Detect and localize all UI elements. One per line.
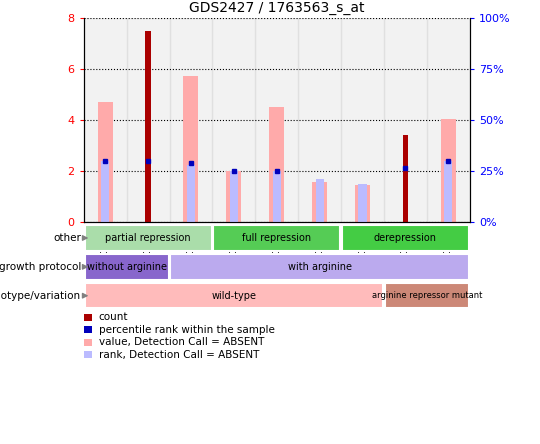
Text: with arginine: with arginine — [288, 262, 352, 272]
Bar — [85, 283, 383, 309]
Bar — [315, 178, 324, 222]
Bar — [226, 171, 241, 222]
Text: percentile rank within the sample: percentile rank within the sample — [99, 325, 275, 335]
Bar — [312, 182, 327, 222]
Text: other: other — [53, 233, 81, 243]
Bar — [184, 76, 199, 222]
Bar — [85, 254, 168, 280]
Text: arginine repressor mutant: arginine repressor mutant — [372, 291, 482, 300]
Bar — [170, 254, 469, 280]
Bar — [213, 225, 340, 251]
Bar — [145, 31, 151, 222]
Text: rank, Detection Call = ABSENT: rank, Detection Call = ABSENT — [99, 350, 259, 360]
Title: GDS2427 / 1763563_s_at: GDS2427 / 1763563_s_at — [189, 1, 364, 16]
Text: value, Detection Call = ABSENT: value, Detection Call = ABSENT — [99, 337, 264, 347]
Text: full repression: full repression — [242, 233, 312, 243]
Text: wild-type: wild-type — [211, 291, 256, 301]
Bar — [359, 184, 367, 222]
Text: partial repression: partial repression — [105, 233, 191, 243]
Bar — [101, 161, 109, 222]
Bar — [84, 18, 126, 222]
Bar — [170, 18, 212, 222]
Bar — [341, 18, 384, 222]
Bar — [98, 102, 113, 222]
Bar — [187, 165, 195, 222]
Bar — [384, 18, 427, 222]
Bar — [403, 135, 408, 222]
Text: genotype/variation: genotype/variation — [0, 291, 81, 301]
Bar — [427, 18, 470, 222]
Bar — [444, 161, 453, 222]
Text: count: count — [99, 313, 129, 322]
Bar — [342, 225, 469, 251]
Bar — [385, 283, 469, 309]
Text: without arginine: without arginine — [86, 262, 167, 272]
Bar — [298, 18, 341, 222]
Bar — [355, 185, 370, 222]
Bar — [269, 107, 284, 222]
Bar — [255, 18, 298, 222]
Text: growth protocol: growth protocol — [0, 262, 81, 272]
Bar — [273, 171, 281, 222]
Bar — [441, 119, 456, 222]
Bar — [230, 171, 238, 222]
Bar — [212, 18, 255, 222]
Bar — [85, 225, 212, 251]
Text: derepression: derepression — [374, 233, 437, 243]
Bar — [126, 18, 170, 222]
